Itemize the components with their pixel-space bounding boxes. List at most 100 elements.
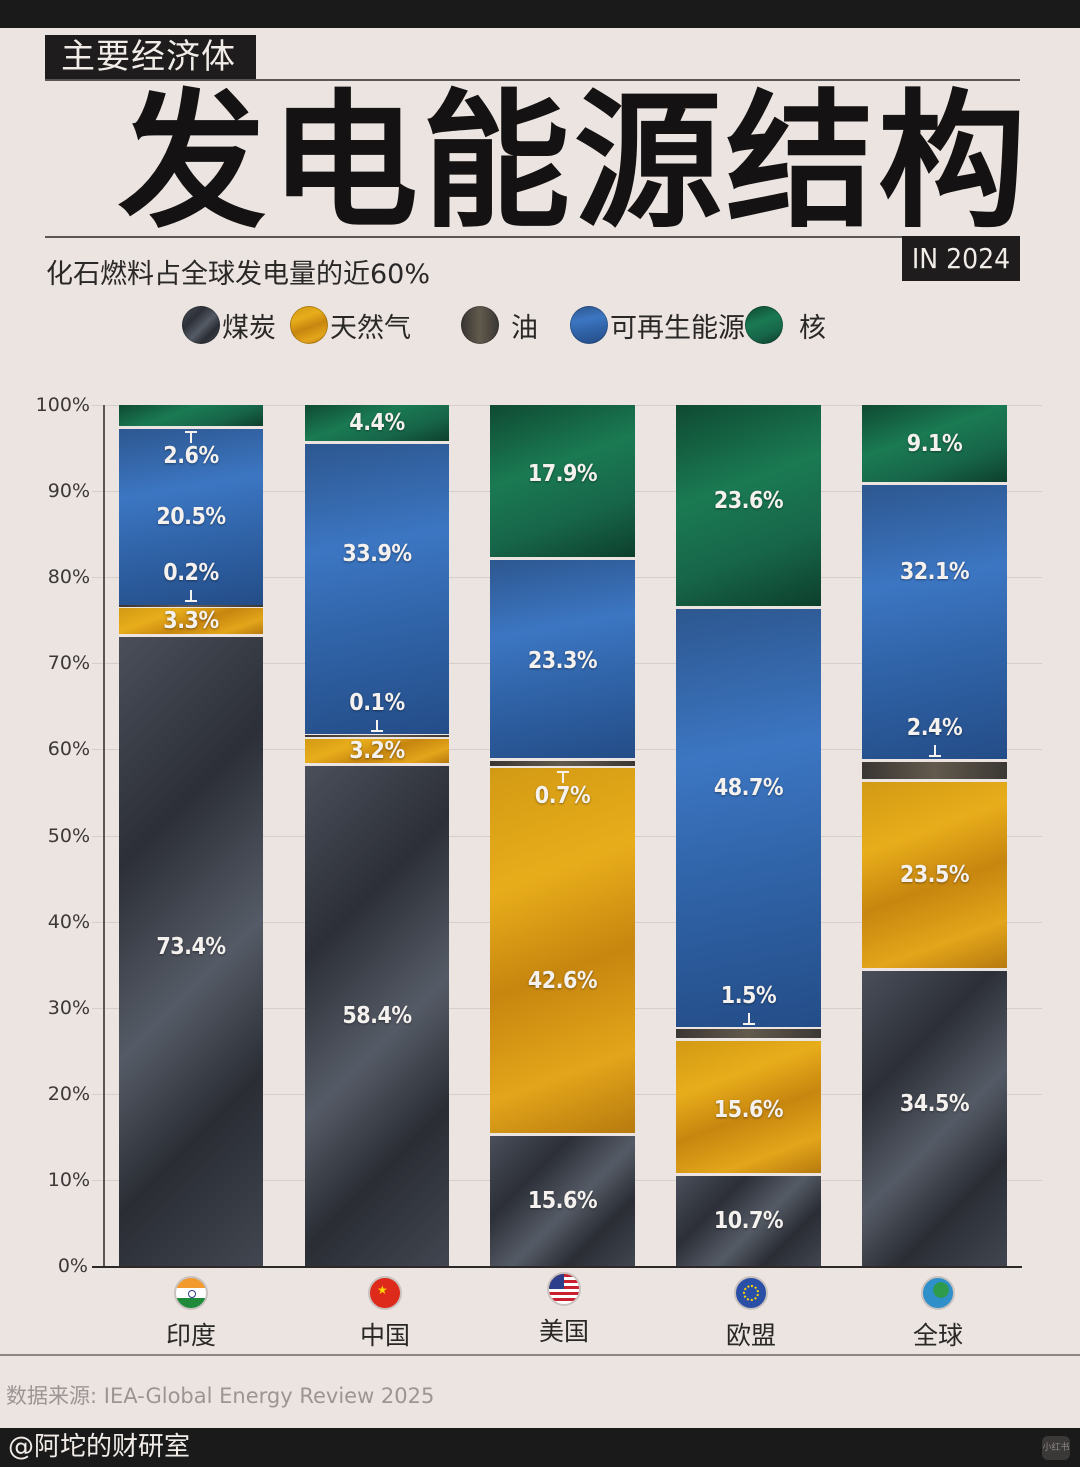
value-label: 34.5% [899,1090,970,1117]
y-tick-label: 90% [47,480,90,502]
oil-swatch-icon [461,306,499,344]
legend-item-coal: 煤炭 [182,306,276,345]
callout-oil: 0.1% [305,690,449,732]
segment-renewables: 48.7% [676,609,821,1027]
callout-oil: 0.7% [490,771,635,809]
country-label: 印度 [165,1321,216,1350]
y-tick-label: 100% [35,394,90,416]
value-label: 48.7% [713,775,784,801]
value-label: 23.5% [899,862,970,888]
value-label: 15.6% [527,1188,598,1214]
value-label: 17.9% [527,461,598,487]
value-label: 3.2% [349,739,405,763]
x-category-global: 全球 [866,1276,1010,1352]
y-tick-label: 60% [47,738,90,760]
legend-item-renewables: 可再生能源 [570,306,745,345]
segment-nuclear: 23.6% [676,405,821,606]
segment-gas: 15.6% [676,1041,821,1173]
value-label: 2.6% [163,443,219,469]
callout-tick-icon [185,590,197,602]
segment-oil [305,735,449,737]
bar-china: 4.4% 33.9% 0.1% 3.2% 58.4% [305,405,449,1266]
callout-tick-icon [185,431,197,443]
x-category-india: 印度 [119,1276,263,1352]
globe-icon [921,1276,955,1310]
segment-oil [862,762,1007,779]
legend-label: 油 [511,312,538,344]
y-tick-label: 80% [47,566,90,588]
renewables-swatch-icon [570,306,608,344]
value-label: 23.6% [713,487,784,514]
segment-coal: 10.7% [676,1176,821,1266]
india-flag-icon [174,1276,208,1310]
y-tick-label: 0% [57,1255,88,1277]
value-label: 0.7% [534,783,591,809]
legend-label: 可再生能源 [610,312,745,344]
segment-nuclear: 9.1% [862,405,1007,482]
y-tick-label: 20% [47,1083,90,1105]
eu-flag-icon [734,1276,768,1310]
value-label: 9.1% [906,430,963,457]
value-label: 1.5% [720,983,777,1009]
value-label: 2.4% [906,715,963,741]
gas-swatch-icon [290,306,328,344]
x-category-usa: 美国 [492,1272,636,1348]
top-divider [45,79,1020,81]
value-label: 0.1% [349,690,405,716]
segment-nuclear [119,405,263,426]
segment-nuclear: 4.4% [305,405,449,441]
y-tick-label: 40% [47,911,90,933]
value-label: 15.6% [713,1097,784,1123]
value-label: 4.4% [349,410,405,436]
y-tick-label: 70% [47,652,90,674]
segment-gas: 3.3% [119,608,263,634]
y-tick-label: 50% [47,825,90,847]
legend-item-oil: 油 [461,306,538,345]
callout-oil: 0.2% [119,560,263,602]
bar-usa: 17.9% 23.3% 42.6% 0.7% 15.6% [490,405,635,1266]
y-tick-label: 30% [47,997,90,1019]
legend-label: 核 [799,312,826,344]
callout-tick-icon [556,771,569,783]
segment-coal: 58.4% [305,766,449,1266]
value-label: 32.1% [899,559,970,585]
callout-tick-icon [371,720,383,732]
segment-oil [676,1029,821,1038]
segment-nuclear: 17.9% [490,405,635,557]
bar-eu: 23.6% 48.7% 1.5% 15.6% 10.7% [676,405,821,1266]
value-label: 33.9% [342,541,412,567]
value-label: 0.2% [163,560,219,586]
china-flag-icon: ★ [368,1276,402,1310]
country-label: 中国 [359,1321,410,1350]
legend-label: 天然气 [330,312,411,344]
legend-item-nuclear: 核 [745,306,826,345]
year-badge: IN 2024 [902,236,1020,281]
usa-flag-icon [547,1272,581,1306]
chart-legend: 煤炭 天然气 油 可再生能源 核 [182,305,840,345]
footer-divider [0,1354,1080,1356]
segment-oil [119,605,263,607]
y-axis [103,405,105,1267]
platform-logo-icon: 小红书 [1042,1436,1070,1460]
value-label: 42.6% [527,967,598,994]
coal-swatch-icon [182,306,220,344]
segment-renewables: 32.1% [862,485,1007,759]
country-label: 全球 [912,1321,963,1350]
callout-nuclear: 2.6% [119,431,263,469]
chart-subtitle: 化石燃料占全球发电量的近60% [46,259,431,290]
value-label: 20.5% [156,504,226,530]
segment-gas: 42.6% [490,768,635,1133]
segment-coal: 15.6% [490,1136,635,1266]
legend-item-gas: 天然气 [290,306,411,345]
segment-gas: 23.5% [862,782,1007,968]
x-axis [92,1266,1022,1268]
segment-coal: 73.4% [119,637,263,1266]
legend-label: 煤炭 [222,312,276,344]
value-label: 73.4% [156,933,226,960]
category-tag: 主要经济体 [45,35,256,80]
value-label: 23.3% [527,648,598,674]
y-tick-label: 10% [47,1169,90,1191]
callout-oil: 1.5% [676,983,821,1025]
segment-renewables: 20.5% [119,429,263,605]
segment-gas: 3.2% [305,739,449,763]
